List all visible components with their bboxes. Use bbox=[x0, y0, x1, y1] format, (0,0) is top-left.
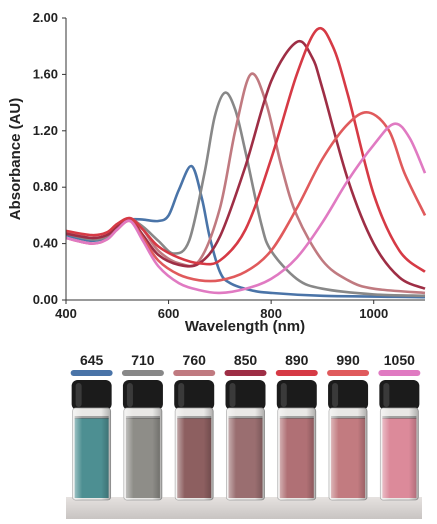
x-ticks: 400 600 800 1000 bbox=[55, 300, 388, 321]
vial-760: 760 bbox=[173, 352, 216, 501]
absorbance-chart: 0.00 0.40 0.80 1.20 1.60 2.00 400 600 800 1000 W… bbox=[7, 10, 427, 335]
vial-color-swatch bbox=[275, 370, 318, 376]
vial-color-swatch bbox=[224, 370, 267, 376]
vial-glass-shine bbox=[123, 408, 162, 500]
vial-710: 710 bbox=[121, 352, 164, 501]
vial-glass-shine bbox=[380, 408, 419, 500]
x-tick-label: 800 bbox=[260, 306, 282, 321]
series-line-890 bbox=[65, 26, 426, 273]
vial-color-swatch bbox=[378, 370, 421, 376]
x-tick-label: 1000 bbox=[359, 306, 388, 321]
y-axis-label: Absorbance (AU) bbox=[7, 98, 24, 221]
y-tick-label: 0.40 bbox=[33, 236, 58, 251]
vial-label: 990 bbox=[336, 352, 360, 368]
vial-cap-highlight bbox=[126, 383, 133, 407]
vial-glass-shine bbox=[226, 408, 265, 500]
vial-color-swatch bbox=[173, 370, 216, 376]
vial-color-swatch bbox=[327, 370, 370, 376]
vial-cap-highlight bbox=[229, 383, 236, 407]
vial-glass-shine bbox=[175, 408, 214, 500]
y-tick-label: 0.80 bbox=[33, 179, 58, 194]
vial-1050: 1050 bbox=[378, 352, 421, 501]
vial-label: 890 bbox=[285, 352, 309, 368]
y-ticks: 0.00 0.40 0.80 1.20 1.60 2.00 bbox=[33, 10, 66, 307]
vial-cap-highlight bbox=[75, 383, 82, 407]
vial-label: 1050 bbox=[384, 352, 415, 368]
vial-color-swatch bbox=[70, 370, 113, 376]
vial-645: 645 bbox=[70, 352, 113, 501]
plot-lines bbox=[65, 26, 427, 299]
vial-cap-highlight bbox=[383, 383, 390, 407]
vial-label: 645 bbox=[80, 352, 104, 368]
x-tick-label: 400 bbox=[55, 306, 77, 321]
vial-tray bbox=[66, 497, 422, 519]
x-axis-label: Wavelength (nm) bbox=[185, 318, 305, 335]
vial-glass-shine bbox=[72, 408, 111, 500]
y-tick-label: 1.20 bbox=[33, 123, 58, 138]
vial-label: 760 bbox=[183, 352, 207, 368]
vial-label: 710 bbox=[131, 352, 155, 368]
vial-cap-highlight bbox=[178, 383, 185, 407]
vial-890: 890 bbox=[275, 352, 318, 501]
vial-color-swatch bbox=[121, 370, 164, 376]
vial-990: 990 bbox=[327, 352, 370, 501]
x-tick-label: 600 bbox=[158, 306, 180, 321]
vial-label: 850 bbox=[234, 352, 258, 368]
vial-850: 850 bbox=[224, 352, 267, 501]
vial-glass-shine bbox=[277, 408, 316, 500]
vial-cap-highlight bbox=[332, 383, 339, 407]
y-tick-label: 1.60 bbox=[33, 66, 58, 81]
series-line-1050 bbox=[65, 122, 427, 295]
y-tick-label: 2.00 bbox=[33, 10, 58, 25]
vial-cap-highlight bbox=[280, 383, 287, 407]
vial-glass-shine bbox=[329, 408, 368, 500]
vial-group: 645 710 760 850 890 990 1050 bbox=[70, 352, 421, 501]
y-tick-label: 0.00 bbox=[33, 292, 58, 307]
